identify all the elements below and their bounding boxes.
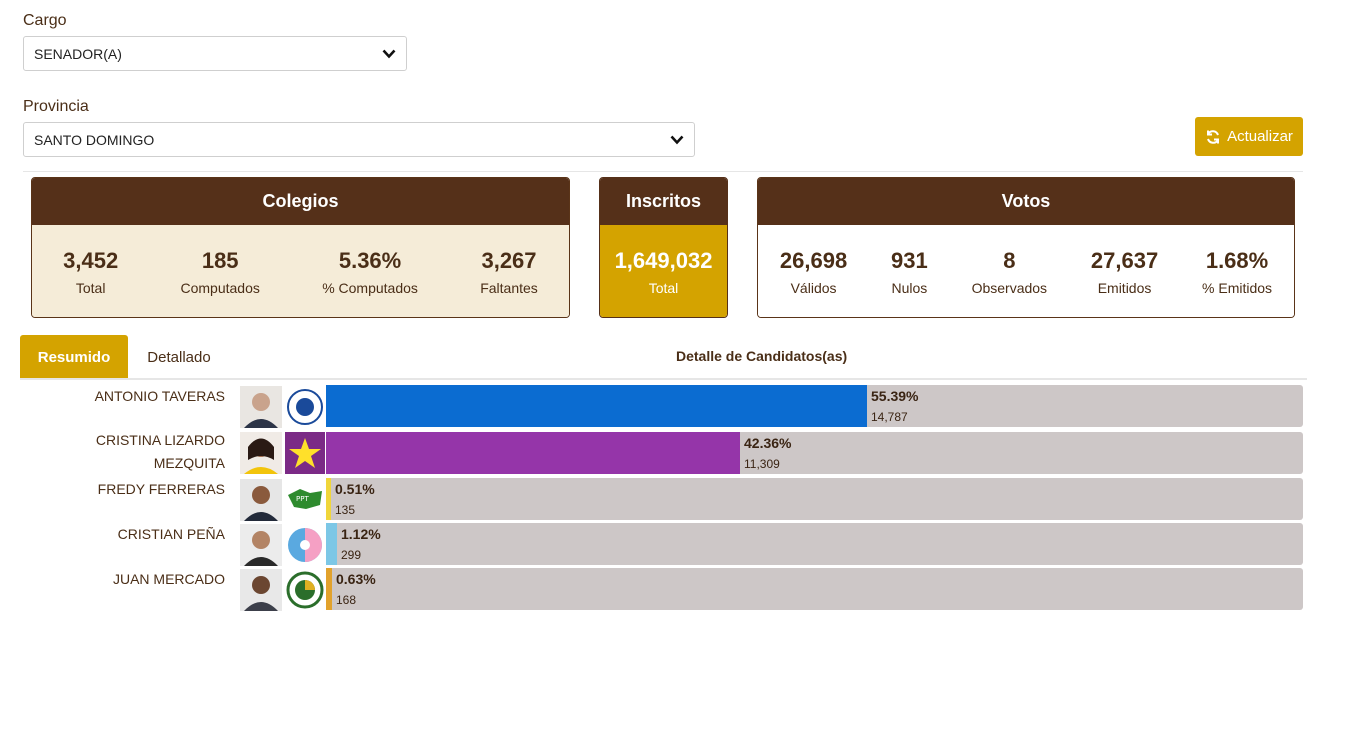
update-button-label: Actualizar [1227,128,1293,145]
candidate-bar-track: 55.39% 14,787 [326,385,1303,427]
party-map-icon: PPT [288,489,322,509]
update-button[interactable]: Actualizar [1195,117,1303,156]
tab-divider [20,378,1307,380]
votos-card: Votos 26,698 Válidos 931 Nulos 8 Observados… [757,177,1295,318]
candidate-photo [240,386,282,428]
party-logo: PPT [285,479,325,521]
votos-pct-emitidos: 1.68%% Emitidos [1202,247,1273,296]
provincia-select-value: SANTO DOMINGO [34,131,155,148]
colegios-card: Colegios 3,452 Total 185 Computados 5.36%%… [31,177,570,318]
avatar-icon [240,569,282,611]
provincia-label: Provincia [23,98,89,115]
provincia-select[interactable]: SANTO DOMINGO [23,122,695,157]
candidate-votes: 11,309 [744,457,780,471]
colegios-title: Colegios [32,178,569,225]
candidate-photo [240,432,282,474]
inscritos-card: Inscritos 1,649,032 Total [599,177,728,318]
candidate-votes: 299 [341,548,362,562]
refresh-icon [1207,129,1220,144]
avatar-icon [240,479,282,521]
party-logo [285,524,325,566]
tab-resumido[interactable]: Resumido [20,335,128,379]
colegios-pct-computados: 5.36%% Computados [322,247,418,296]
avatar-icon [240,432,282,474]
divider [23,171,1303,172]
party-logo [285,386,325,428]
colegios-faltantes: 3,267 Faltantes [480,247,538,296]
party-pm-icon [287,389,323,425]
candidate-votes: 135 [335,503,356,517]
candidate-bar-track: 0.63% 168 [326,568,1303,610]
candidate-name: CRISTINA LIZARDO MEZQUITA [95,432,225,471]
inscritos-total: 1,649,032 Total [614,247,713,296]
candidate-percent: 0.63% [336,571,376,587]
section-title: Detalle de Candidatos(as) [676,348,848,364]
candidate-name: ANTONIO TAVERAS [94,388,225,404]
candidate-bar [326,523,337,565]
tab-detallado[interactable]: Detallado [147,348,211,366]
candidate-photo [240,569,282,611]
candidate-photo [240,524,282,566]
votos-validos: 26,698 Válidos [779,247,848,296]
candidate-percent: 55.39% [871,388,919,404]
votos-nulos: 931 Nulos [891,247,928,296]
candidate-bar-track: 42.36% 11,309 [326,432,1303,474]
candidate-bar-track: 1.12% 299 [326,523,1303,565]
cargo-label: Cargo [23,12,67,29]
avatar-icon [240,386,282,428]
party-logo [285,432,325,474]
svg-text:PPT: PPT [296,495,309,503]
candidate-percent: 1.12% [341,526,381,542]
candidate-percent: 0.51% [335,481,375,497]
votos-observados: 8 Observados [971,247,1048,296]
candidate-votes: 14,787 [871,410,908,424]
chevron-down-icon [382,49,396,58]
cargo-select-value: SENADOR(A) [34,45,122,62]
candidate-bar [326,385,867,427]
candidate-name: CRISTIAN PEÑA [117,526,225,542]
candidate-bar [326,432,740,474]
candidate-bar [326,478,331,520]
colegios-computados: 185 Computados [180,247,260,296]
cargo-select[interactable]: SENADOR(A) [23,36,407,71]
inscritos-title: Inscritos [600,178,727,225]
candidate-name: FREDY FERRERAS [97,481,225,497]
votos-emitidos: 27,637 Emitidos [1090,247,1159,296]
avatar-icon [240,524,282,566]
colegios-total: 3,452 Total [63,247,119,296]
candidate-name: JUAN MERCADO [112,571,225,587]
candidate-percent: 42.36% [744,435,792,451]
candidate-photo [240,479,282,521]
party-gena-icon [288,528,322,562]
candidate-bar [326,568,332,610]
party-circle-icon [286,571,324,609]
candidate-votes: 168 [336,593,357,607]
star-icon [289,438,321,468]
candidate-bar-track: 0.51% 135 [326,478,1303,520]
votos-title: Votos [758,178,1294,225]
chevron-down-icon [670,135,684,144]
party-logo [285,569,325,611]
